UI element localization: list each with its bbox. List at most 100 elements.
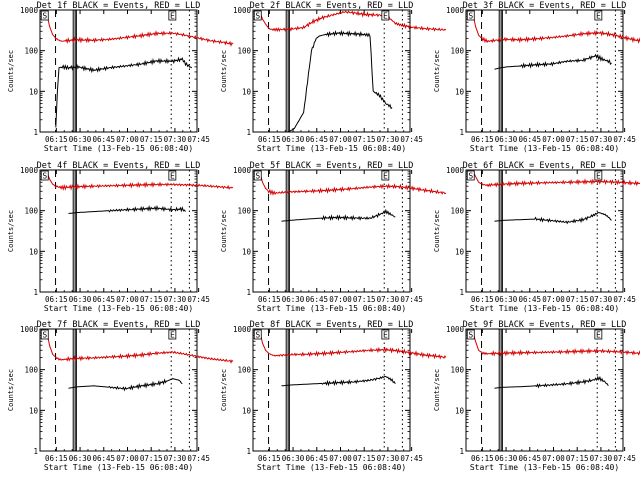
y-tick-label: 100 — [24, 366, 38, 375]
x-tick-label: 07:00 — [116, 135, 139, 144]
x-tick-label: 07:15 — [140, 135, 163, 144]
x-tick-label: 06:45 — [518, 295, 541, 304]
y-tick-label: 100 — [24, 47, 38, 56]
lld-series-line — [258, 169, 447, 196]
y-axis-label: Counts/sec — [433, 210, 441, 252]
end-marker-box — [381, 329, 390, 340]
x-tick-label: 07:30 — [590, 135, 613, 144]
x-axis-label: Start Time (13-Feb-15 06:08:40) — [470, 304, 619, 313]
start-marker-label: S — [468, 331, 473, 340]
lld-series-line — [258, 9, 447, 33]
chart-title: Det 7f BLACK = Events, RED = LLD — [37, 320, 201, 330]
y-axis-label: Counts/sec — [433, 50, 441, 92]
chart-title: Det 1f BLACK = Events, RED = LLD — [37, 1, 201, 11]
x-tick-label: 07:15 — [566, 295, 589, 304]
x-tick-label: 06:30 — [282, 295, 305, 304]
start-marker-box — [40, 170, 49, 181]
events-series-line — [55, 56, 193, 128]
x-tick-label: 06:30 — [282, 135, 305, 144]
x-tick-label: 06:45 — [518, 454, 541, 463]
x-tick-label: 07:45 — [613, 295, 636, 304]
y-axis-label: Counts/sec — [220, 369, 228, 411]
x-tick-label: 06:15 — [258, 454, 281, 463]
events-series-line — [281, 208, 396, 222]
end-marker-label: E — [383, 331, 388, 340]
start-marker-box — [253, 329, 262, 340]
events-series-line — [494, 212, 612, 225]
x-tick-label: 07:45 — [400, 135, 423, 144]
x-tick-label: 06:15 — [471, 295, 494, 304]
y-tick-label: 100 — [237, 207, 251, 216]
y-tick-label: 100 — [24, 207, 38, 216]
x-tick-label: 07:30 — [590, 295, 613, 304]
x-tick-label: 06:45 — [518, 135, 541, 144]
lld-series-line — [471, 169, 640, 188]
events-series-line — [494, 375, 609, 389]
x-tick-label: 07:45 — [400, 454, 423, 463]
x-tick-label: 07:30 — [164, 454, 187, 463]
end-marker-label: E — [170, 12, 175, 21]
y-tick-label: 1000 — [446, 325, 465, 334]
start-marker-label: S — [42, 331, 47, 340]
x-tick-label: 06:15 — [45, 135, 68, 144]
plot-frame — [39, 328, 198, 452]
y-tick-label: 10 — [29, 247, 39, 256]
y-tick-label: 100 — [450, 366, 464, 375]
plot-frame — [39, 169, 198, 293]
y-axis-label: Counts/sec — [7, 369, 15, 411]
start-marker-box — [40, 329, 49, 340]
y-tick-label: 1000 — [233, 325, 252, 334]
x-tick-label: 07:45 — [187, 135, 210, 144]
plot-frame — [252, 328, 411, 452]
lld-series-line — [258, 328, 447, 360]
y-tick-label: 1000 — [20, 6, 39, 15]
y-tick-label: 1 — [33, 447, 38, 456]
x-tick-label: 07:15 — [140, 454, 163, 463]
chart-title: Det 4f BLACK = Events, RED = LLD — [37, 161, 201, 171]
x-tick-label: 07:30 — [377, 454, 400, 463]
start-marker-box — [40, 10, 49, 21]
y-tick-label: 100 — [237, 366, 251, 375]
x-tick-label: 07:45 — [187, 295, 210, 304]
lld-series-line — [471, 9, 640, 44]
end-marker-label: E — [596, 331, 601, 340]
y-tick-label: 10 — [242, 87, 252, 96]
end-marker-box — [594, 170, 603, 181]
chart-panel-5: Det 5f BLACK = Events, RED = LLD Counts/s… — [220, 161, 447, 313]
plot-frame — [252, 169, 411, 293]
x-tick-label: 07:45 — [187, 454, 210, 463]
end-marker-label: E — [596, 172, 601, 181]
start-marker-box — [253, 170, 262, 181]
chart-title: Det 3f BLACK = Events, RED = LLD — [463, 1, 627, 11]
y-tick-label: 10 — [29, 87, 39, 96]
x-tick-label: 07:15 — [353, 295, 376, 304]
y-tick-label: 1 — [246, 288, 251, 297]
y-tick-label: 100 — [450, 207, 464, 216]
y-tick-label: 10 — [242, 406, 252, 415]
chart-panel-1: Det 1f BLACK = Events, RED = LLD Counts/s… — [7, 1, 234, 153]
start-marker-label: S — [255, 331, 260, 340]
x-axis-label: Start Time (13-Feb-15 06:08:40) — [44, 144, 193, 153]
x-tick-label: 07:15 — [566, 135, 589, 144]
chart-panel-6: Det 6f BLACK = Events, RED = LLD Counts/s… — [433, 161, 640, 313]
x-tick-label: 07:00 — [542, 135, 565, 144]
start-marker-box — [466, 329, 475, 340]
x-tick-label: 06:45 — [305, 295, 328, 304]
start-marker-label: S — [468, 12, 473, 21]
x-tick-label: 06:15 — [45, 295, 68, 304]
y-tick-label: 1 — [459, 128, 464, 137]
y-tick-label: 1000 — [20, 325, 39, 334]
events-series-line — [281, 29, 393, 133]
x-tick-label: 07:45 — [400, 295, 423, 304]
x-axis-label: Start Time (13-Feb-15 06:08:40) — [257, 144, 406, 153]
y-tick-label: 10 — [29, 406, 39, 415]
x-axis-label: Start Time (13-Feb-15 06:08:40) — [44, 463, 193, 472]
y-tick-label: 1 — [33, 288, 38, 297]
x-tick-label: 07:00 — [116, 454, 139, 463]
x-tick-label: 07:30 — [377, 295, 400, 304]
x-tick-label: 06:45 — [92, 295, 115, 304]
x-axis-label: Start Time (13-Feb-15 06:08:40) — [470, 463, 619, 472]
y-axis-label: Counts/sec — [220, 50, 228, 92]
chart-panel-9: Det 9f BLACK = Events, RED = LLD Counts/s… — [433, 320, 640, 472]
x-tick-label: 06:15 — [471, 454, 494, 463]
